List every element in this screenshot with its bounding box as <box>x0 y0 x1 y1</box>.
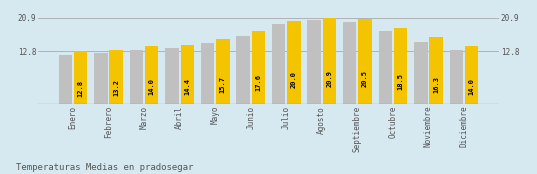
Text: Temperaturas Medias en pradosegar: Temperaturas Medias en pradosegar <box>16 163 193 172</box>
Bar <box>74 51 88 104</box>
Bar <box>358 19 372 104</box>
Bar <box>252 31 265 104</box>
Text: 14.0: 14.0 <box>149 78 155 96</box>
Bar <box>430 37 443 104</box>
Bar <box>201 43 214 104</box>
Text: 20.0: 20.0 <box>291 71 297 88</box>
Text: 14.4: 14.4 <box>184 78 190 95</box>
Bar <box>59 55 72 104</box>
Bar <box>236 35 250 104</box>
Bar <box>323 18 336 104</box>
Text: 12.8: 12.8 <box>78 80 84 97</box>
Bar <box>307 20 321 104</box>
Bar <box>414 42 427 104</box>
Bar <box>272 24 285 104</box>
Text: 16.3: 16.3 <box>433 76 439 93</box>
Bar <box>394 28 408 104</box>
Text: 20.5: 20.5 <box>362 70 368 87</box>
Text: 17.6: 17.6 <box>256 74 262 91</box>
Text: 20.9: 20.9 <box>326 70 332 87</box>
Bar <box>287 21 301 104</box>
Bar <box>216 39 230 104</box>
Bar <box>343 22 357 104</box>
Text: 18.5: 18.5 <box>397 73 404 90</box>
Bar <box>129 50 143 104</box>
Bar <box>379 31 392 104</box>
Bar <box>449 50 463 104</box>
Text: 13.2: 13.2 <box>113 80 119 96</box>
Bar <box>465 46 478 104</box>
Bar <box>145 46 158 104</box>
Text: 14.0: 14.0 <box>469 78 475 96</box>
Bar <box>180 45 194 104</box>
Bar <box>110 50 123 104</box>
Bar <box>165 48 179 104</box>
Bar <box>94 53 107 104</box>
Text: 15.7: 15.7 <box>220 76 226 93</box>
